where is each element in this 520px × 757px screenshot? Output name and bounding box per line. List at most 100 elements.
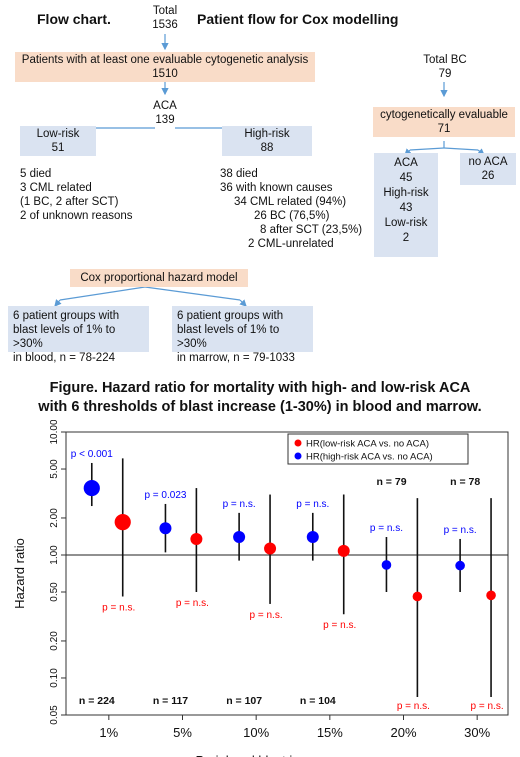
low-risk-p-label: p = n.s. [250,610,283,621]
high-outcome-line: 38 died [220,168,258,180]
y-axis-label: Hazard ratio [12,538,27,609]
low-risk-point [114,514,131,531]
x-tick-label: 1% [99,725,118,740]
lowrisk-box: Low-risk 51 [20,126,96,156]
legend-low-marker [294,439,302,447]
legend-high-marker [294,452,302,460]
legend-high-label: HR(high-risk ACA vs. no ACA) [306,452,433,463]
evaluable-box: Patients with at least one evaluable cyt… [15,52,315,82]
y-tick-label: 2.00 [49,508,60,528]
marrow-group-line: blast levels of 1% to >30% [177,324,280,350]
highrisk-box: High-risk 88 [222,126,312,156]
hazard-ratio-chart: 0.05 0.10 0.20 0.50 1.00 2.00 5.00 10.00 Hazard … [12,420,509,757]
low-risk-point [190,532,203,545]
marrow-group-line: in marrow, n = 79-1033 [177,352,295,364]
legend-low-label: HR(low-risk ACA vs. no ACA) [306,439,429,450]
high-risk-point [455,560,465,571]
bc-noaca-line: 26 [481,170,495,182]
evaluable-label: Patients with at least one evaluable cyt… [21,54,309,66]
y-tick-label: 5.00 [49,459,60,479]
bc-aca-line: Low-risk [384,217,428,229]
high-outcomes: 38 died 36 with known causes 34 CML rela… [220,167,362,251]
low-risk-p-label: p = n.s. [102,602,135,613]
n-label: n = 224 [79,695,115,707]
highrisk-value: 88 [260,142,274,154]
blood-group-line: in blood, n = 78-224 [13,352,115,364]
y-tick-label: 0.50 [49,582,60,602]
y-tick-label: 0.05 [49,705,60,725]
x-tick-label: 10% [243,725,269,740]
n-label: n = 78 [450,476,480,488]
bc-total-node: Total BC 79 [410,53,480,81]
figure-title: Figure. Hazard ratio for mortality with … [0,379,520,417]
n-label: n = 104 [300,695,336,707]
figure-title-line: Figure. Hazard ratio for mortality with … [49,380,471,396]
high-risk-point [159,522,172,535]
low-risk-p-label: p = n.s. [471,701,504,712]
high-risk-point [83,479,100,497]
bc-aca-line: 2 [402,232,410,244]
low-risk-p-label: p = n.s. [176,598,209,609]
x-tick-label: 30% [464,725,490,740]
total-node: Total 1536 [140,4,190,32]
marrow-group-box: 6 patient groups with blast levels of 1%… [172,306,313,364]
bc-aca-line: 43 [399,202,413,214]
blood-group-line: blast levels of 1% to >30% [13,324,116,350]
highrisk-label: High-risk [244,128,290,140]
cox-label: Cox proportional hazard model [80,272,238,284]
total-value: 1536 [152,19,178,31]
low-outcome-line: 5 died [20,168,52,180]
blood-group-line: 6 patient groups with [13,310,120,322]
total-label: Total [152,5,178,17]
x-tick-label: 15% [317,725,343,740]
high-outcome-line: 34 CML related (94%) [234,196,347,208]
low-risk-p-label: p = n.s. [397,701,430,712]
bc-evaluable-label: cytogenetically evaluable [380,109,508,121]
bc-total-label: Total BC [423,54,467,66]
aca-value: 139 [155,114,175,126]
high-risk-p-label: p < 0.001 [71,449,113,460]
high-risk-p-label: p = n.s. [296,499,329,510]
high-risk-p-label: p = n.s. [370,523,403,534]
aca-label: ACA [153,100,177,112]
high-risk-p-label: p = n.s. [444,525,477,536]
low-outcome-line: 3 CML related [20,182,92,194]
bc-aca-line: High-risk [383,187,429,199]
high-outcome-line: 2 CML-unrelated [248,238,334,250]
evaluable-value: 1510 [152,68,178,80]
y-tick-label: 1.00 [49,545,60,565]
bc-noaca-line: no ACA [468,156,508,168]
low-outcomes: 5 died 3 CML related (1 BC, 2 after SCT)… [20,167,133,223]
x-axis-label: Peripheral blast increase [195,753,338,757]
y-tick-label: 10.00 [49,420,60,445]
low-risk-point [412,591,423,602]
x-tick-label: 5% [173,725,192,740]
bc-evaluable-box: cytogenetically evaluable 71 [373,107,515,137]
high-risk-point [381,560,392,570]
low-risk-point [264,542,277,555]
low-risk-point [486,590,496,601]
plot-frame [65,431,509,716]
low-outcome-line: 2 of unknown reasons [20,210,133,222]
low-outcome-line: (1 BC, 2 after SCT) [20,196,119,208]
lowrisk-label: Low-risk [36,128,80,140]
high-risk-p-label: p = 0.023 [144,490,186,501]
n-label: n = 107 [226,695,262,707]
high-outcome-line: 36 with known causes [220,182,333,194]
low-risk-p-label: p = n.s. [323,620,356,631]
high-risk-point [306,531,319,544]
marrow-group-line: 6 patient groups with [177,310,284,322]
blood-group-box: 6 patient groups with blast levels of 1%… [8,306,149,364]
bc-noaca-box: no ACA 26 [460,153,516,185]
bc-evaluable-value: 71 [437,123,451,135]
aca-node: ACA 139 [140,99,190,127]
bc-aca-box: ACA 45 High-risk 43 Low-risk 2 [374,153,438,257]
bc-aca-line: 45 [399,172,413,184]
high-outcome-line: 26 BC (76,5%) [254,210,330,222]
high-outcome-line: 8 after SCT (23,5%) [260,224,363,236]
flow-title-right: Patient flow for Cox modelling [197,11,399,27]
low-risk-point [337,544,350,557]
y-tick-label: 0.20 [49,631,60,651]
bc-total-value: 79 [438,68,452,80]
legend-box [287,433,469,465]
